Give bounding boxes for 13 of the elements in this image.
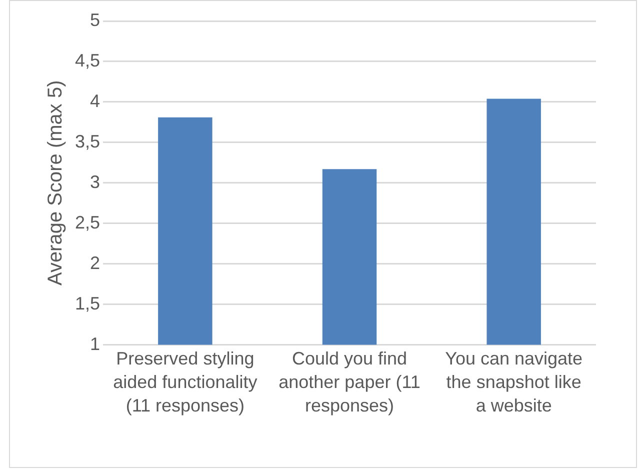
y-tick-label: 3,5: [74, 131, 100, 152]
y-tick-label: 1,5: [74, 293, 100, 314]
y-tick-label: 4,5: [74, 50, 100, 70]
y-tick-label: 5: [90, 10, 100, 30]
y-tick-label: 2,5: [74, 212, 100, 232]
x-tick-label: Preserved styling aided functionality (11 responses): [113, 348, 258, 416]
x-tick-label: You can navigate the snapshot like a website: [445, 348, 583, 416]
x-tick-label: Could you find another paper (11 responses): [278, 348, 420, 416]
y-tick-label: 3: [90, 172, 100, 192]
y-tick-label: 2: [90, 252, 100, 273]
y-tick-label: 4: [90, 90, 100, 111]
y-tick-label: 1: [90, 334, 100, 354]
y-axis-title: Average Score (max 5): [44, 80, 67, 286]
